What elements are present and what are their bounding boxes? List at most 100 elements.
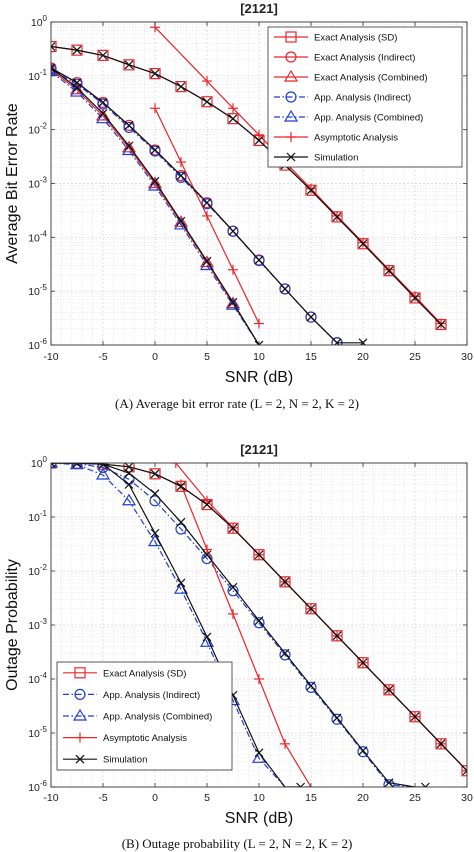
legend-label: App. Analysis (Indirect) [103,690,200,701]
x-marker [254,255,264,265]
legend-item: Exact Analysis (SD) [274,31,397,44]
x-marker [98,50,108,60]
y-axis-label: Outage Probability [4,559,21,691]
series-line [51,463,416,787]
x-marker [358,239,368,249]
x-marker [202,550,212,560]
square-marker [201,96,213,108]
square-marker [51,40,57,53]
x-marker [258,340,264,345]
square-marker [175,81,187,93]
x-axis-label: SNR (dB) [225,369,293,386]
series-line [51,45,442,325]
series-simulation [51,42,446,345]
x-marker [358,746,368,756]
x-marker [462,766,467,772]
legend-label: Simulation [103,755,147,766]
circle-marker [253,617,265,629]
square-marker [149,468,161,480]
legend-label: App. Analysis (Combined) [103,712,212,723]
y-axis: 100 10-1 10-2 10-3 10-4 10-5 10-6 [28,14,467,352]
x-marker [333,338,342,345]
plot-series [51,463,467,787]
x-marker [254,616,264,626]
y-tick-label: 10-1 [28,509,47,524]
y-tick-label: 10-3 [28,176,47,191]
y-tick-label: 10-6 [28,337,47,352]
x-marker [332,631,342,641]
x-tick-label: -10 [43,351,58,363]
triangle-marker [121,140,137,153]
x-marker [410,712,420,722]
x-marker [124,468,134,478]
x-tick-label: 0 [152,351,158,363]
x-marker [75,754,85,764]
x-marker [280,284,290,294]
y-tick-label: 10-3 [28,617,47,632]
x-marker [280,648,290,658]
x-marker [124,480,134,489]
square-marker [227,113,239,125]
x-marker [420,782,427,787]
chart-title: [2121] [240,442,278,457]
x-marker [228,582,238,592]
x-marker [124,120,134,130]
legend-item: Exact Analysis (SD) [63,667,186,679]
legend-label: Asymptotic Analysis [103,733,187,744]
square-marker [285,31,297,43]
chart-title: [2121] [240,1,278,16]
x-marker [228,226,238,236]
x-marker [150,145,160,155]
x-tick-label: 20 [357,351,369,363]
x-tick-label: 5 [204,351,210,363]
x-marker [228,297,238,307]
x-tick-label: 15 [305,351,317,363]
x-marker [436,320,446,329]
x-marker [306,604,316,614]
x-marker [462,769,467,776]
x-tick-label: -5 [98,351,107,363]
series-app-analysis-combined [51,463,311,787]
x-marker [410,293,420,303]
circle-marker [331,713,343,725]
x-marker [424,782,430,787]
legend-item: App. Analysis (Combined) [63,708,212,723]
x-marker [254,748,264,758]
x-marker [306,681,316,691]
y-tick-label: 10-5 [28,283,47,298]
y-tick-label: 100 [31,14,48,29]
triangle-marker [225,297,241,310]
x-marker [228,114,238,124]
x-marker [332,713,342,723]
legend-box [56,661,233,771]
x-marker [384,266,394,276]
x-marker [51,63,56,69]
circle-marker [97,98,109,110]
x-marker [72,45,82,55]
square-marker [123,59,135,71]
x-tick-label: 20 [357,792,369,804]
y-tick-label: 10-6 [28,779,47,794]
x-marker [72,83,82,93]
legend-label: Exact Analysis (Indirect) [314,53,415,64]
x-marker [306,312,316,322]
chart-panel-b: -10 -5 0 5 10 15 20 25 30 100 10-1 10-2 10-3 10-4 10-5… [4,442,473,851]
triangle-marker [199,635,215,647]
x-axis: -10 -5 0 5 10 15 20 25 30 [43,22,473,363]
x-tick-label: 15 [305,792,317,804]
triangle-marker [95,467,111,480]
circle-marker [51,64,57,76]
x-marker [202,632,212,642]
square-marker [97,49,109,61]
x-marker [384,778,394,787]
x-marker [202,256,212,266]
x-marker [124,141,134,151]
legend-label: App. Analysis (Indirect) [314,93,411,104]
series-line [51,71,260,345]
x-marker [358,658,368,668]
circle-marker [305,311,317,323]
circle-marker [227,225,239,237]
y-axis: 100 10-1 10-2 10-3 10-4 10-5 10-6 [28,455,467,794]
x-marker [384,685,394,695]
triangle-marker [225,296,241,309]
